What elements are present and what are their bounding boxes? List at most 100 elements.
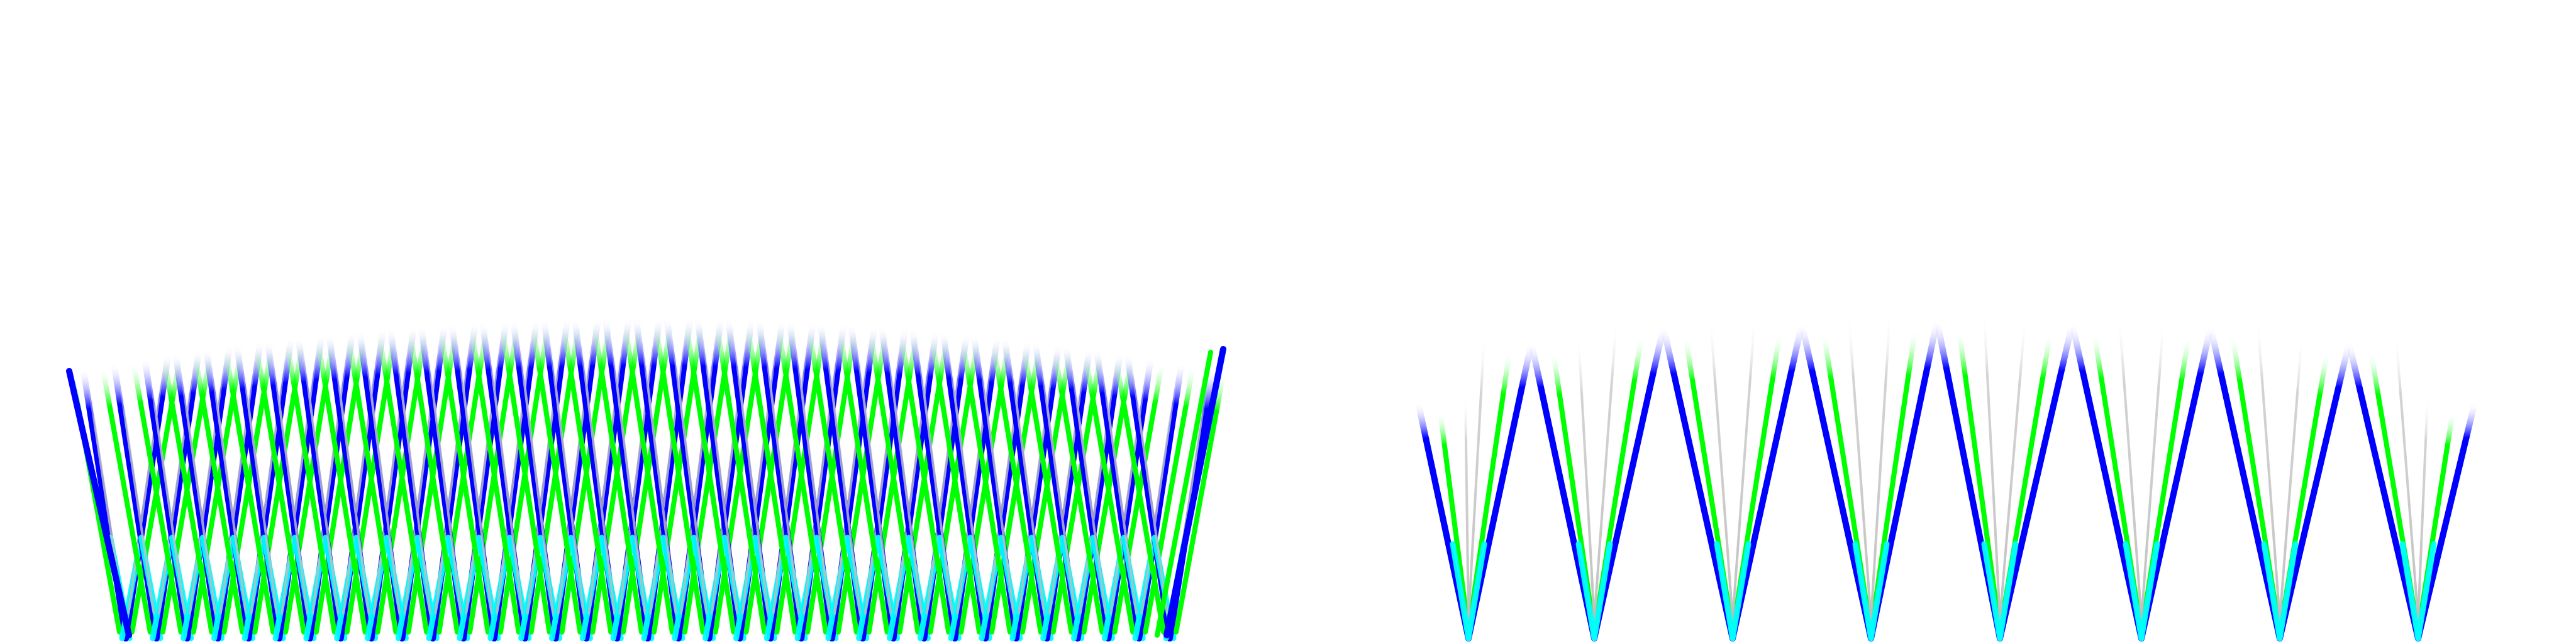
zigzag-stroke-gray [394, 339, 432, 614]
zigzag-stroke-green [1052, 347, 1105, 635]
zigzag-stroke-green [991, 339, 1043, 635]
v-stroke-gray-right [2417, 395, 2429, 621]
v-stroke-gray-left [1983, 313, 2001, 621]
zigzag-stroke-gray [271, 352, 309, 614]
zigzag-stroke-green [192, 350, 245, 635]
zigzag-stroke-green [1174, 369, 1226, 635]
v-tip-cyan [1981, 541, 2003, 641]
zigzag-stroke-gray [670, 329, 708, 614]
zigzag-stroke-gray [157, 361, 196, 614]
zigzag-stroke-green [499, 321, 552, 635]
zigzag-stroke-green [867, 327, 921, 635]
zigzag-stroke-gray [916, 340, 954, 614]
zigzag-stroke-gray [741, 331, 779, 614]
v-stroke-blue-right [1997, 321, 2075, 641]
zigzag-stroke-gray [987, 352, 1024, 614]
zigzag-stroke-green [653, 319, 706, 635]
zigzag-stroke-green [836, 325, 890, 635]
zigzag-stroke-gray [455, 335, 493, 614]
zigzag-stroke-green [314, 335, 368, 635]
zigzag-stroke-gray [762, 331, 801, 614]
zigzag-stroke-green [560, 319, 614, 635]
zigzag-stroke-gray [863, 339, 902, 614]
zigzag-stroke-gray [701, 329, 739, 614]
zigzag-stroke-green [929, 333, 982, 635]
left-fan-cluster [66, 314, 1226, 641]
zigzag-stroke-green [438, 325, 491, 635]
zigzag-stroke-green [714, 319, 767, 635]
v-stroke-gray-right [1593, 319, 1618, 621]
v-tip-cyan [1591, 541, 1613, 641]
zigzag-stroke-gray [833, 337, 871, 614]
zigzag-stroke-gray [486, 333, 524, 614]
v-tip-cyan [2415, 541, 2437, 641]
zigzag-stroke-green [223, 345, 276, 635]
zigzag-stroke-gray [885, 337, 923, 614]
zigzag-stroke-gray [731, 330, 770, 614]
zigzag-stroke-gray [587, 329, 625, 614]
zigzag-stroke-gray [679, 330, 718, 614]
zigzag-stroke-gray [1069, 357, 1108, 614]
zigzag-stroke-gray [802, 335, 840, 614]
zigzag-stroke-gray [1008, 349, 1046, 614]
v-tip-cyan [2277, 541, 2299, 641]
zigzag-stroke-gray [793, 332, 831, 614]
v-tip-cyan [1852, 541, 1874, 641]
v-stroke-gray-left [2395, 335, 2419, 621]
v-tip-cyan [1868, 541, 1890, 641]
v-stroke-gray-left [1464, 395, 1470, 621]
zigzag-stroke-gray [526, 330, 564, 614]
edge-strand-blue [1163, 346, 1226, 638]
v-tip-cyan [1465, 541, 1487, 641]
v-stroke-gray-right [2140, 319, 2165, 621]
zigzag-stroke-green [960, 335, 1013, 635]
zigzag-stroke-green [100, 364, 153, 635]
zigzag-stroke-green [376, 329, 430, 635]
zigzag-stroke-green [898, 330, 952, 635]
zigzag-stroke-gray [640, 329, 677, 614]
zigzag-stroke-gray [280, 345, 318, 614]
zigzag-stroke-gray [547, 330, 586, 614]
zigzag-stroke-gray [1017, 355, 1055, 614]
zigzag-stroke-gray [649, 329, 687, 614]
v-stroke-blue-left [2346, 340, 2421, 641]
zigzag-stroke-gray [578, 330, 616, 614]
v-tip-cyan [1450, 541, 1472, 641]
zigzag-stroke-green [683, 319, 736, 635]
zigzag-stroke-green [1113, 355, 1166, 635]
v-stroke-blue-right [2138, 324, 2214, 641]
v-stroke-gray-right [1870, 313, 1891, 621]
v-tip-cyan [2399, 541, 2421, 641]
zigzag-stroke-gray [557, 329, 595, 614]
v-stroke-gray-right [1731, 316, 1756, 621]
zigzag-stroke-green [806, 323, 859, 635]
zigzag-stroke-gray [1038, 353, 1077, 614]
zigzag-stroke-gray [772, 333, 809, 614]
zigzag-stroke-green [284, 338, 337, 635]
zigzag-stroke-green [131, 359, 184, 635]
zigzag-stroke-gray [118, 374, 155, 614]
zigzag-stroke-gray [1100, 361, 1138, 614]
edge-strand-green [1155, 350, 1213, 638]
v-stroke-gray-left [1848, 316, 1872, 621]
v-stroke-gray-right [2279, 335, 2303, 621]
v-tip-cyan [1729, 541, 1752, 641]
zigzag-stroke-green [530, 320, 583, 635]
zigzag-stroke-gray [403, 335, 441, 614]
zigzag-stroke-green [253, 341, 306, 635]
zigzag-stroke-gray [956, 348, 994, 614]
v-stroke-blue-right [2415, 399, 2478, 641]
zigzag-stroke-gray [516, 331, 555, 614]
edge-strand-blue [66, 368, 132, 638]
zigzag-stroke-gray [179, 364, 217, 614]
zigzag-stroke-gray [1140, 374, 1178, 614]
zigzag-stroke-green [345, 332, 399, 635]
zigzag-stroke-gray [854, 335, 892, 614]
zigzag-stroke-gray [465, 332, 502, 614]
zigzag-stroke-gray [1079, 364, 1117, 614]
v-tip-cyan [1997, 541, 2019, 641]
zigzag-stroke-gray [363, 342, 401, 614]
v-tip-cyan [2138, 541, 2160, 641]
